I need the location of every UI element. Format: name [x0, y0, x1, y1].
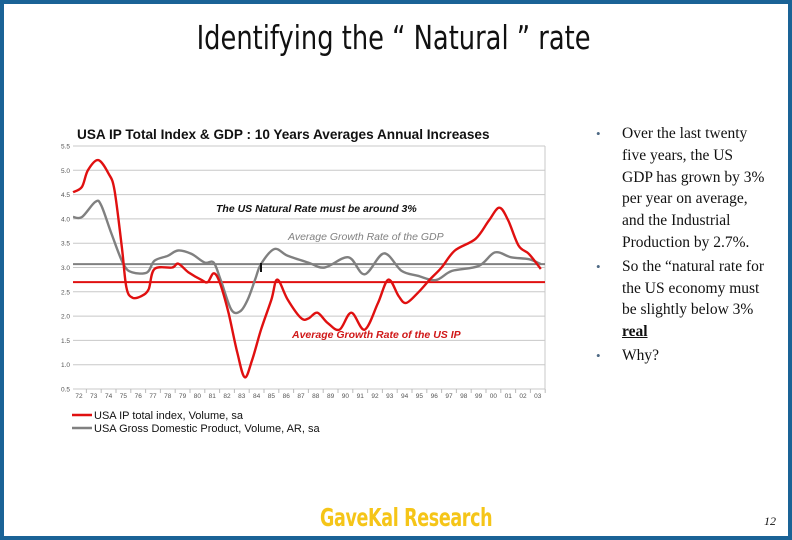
x-tick-label: 81	[209, 393, 217, 400]
marker-tick	[260, 263, 262, 272]
bullet-text: So the “natural rate for the US economy …	[622, 257, 765, 319]
legend: USA IP total index, Volume, sa USA Gross…	[72, 410, 320, 435]
x-tick-label: 79	[179, 393, 187, 400]
x-tick-label: 88	[312, 393, 320, 400]
annotation-ip: Average Growth Rate of the US IP	[291, 329, 462, 341]
x-tick-label: 95	[416, 393, 424, 400]
y-tick-label: 4.5	[61, 192, 70, 199]
x-tick-label: 02	[519, 393, 527, 400]
x-tick-label: 76	[135, 393, 143, 400]
bullet-item: • Why?	[596, 345, 766, 367]
y-tick-label: 5.5	[61, 144, 70, 151]
x-tick-label: 91	[357, 393, 365, 400]
x-tick-label: 74	[105, 393, 113, 400]
bullet-item: • Over the last twenty five years, the US…	[596, 123, 766, 254]
x-axis: 72 73 74 75 76 77 78 79 80 81 82 83 84 85 86 87 88 89 90 91…	[75, 389, 546, 400]
x-tick-label: 87	[297, 393, 305, 400]
y-tick-label: 3.5	[61, 241, 70, 248]
x-tick-label: 89	[327, 393, 335, 400]
x-tick-label: 82	[223, 393, 231, 400]
y-tick-label: 5.0	[61, 168, 70, 175]
y-tick-label: 2.0	[61, 314, 70, 321]
x-tick-label: 83	[238, 393, 246, 400]
legend-label-gdp: USA Gross Domestic Product, Volume, AR, …	[94, 423, 320, 435]
annotation-natural-rate: The US Natural Rate must be around 3%	[216, 203, 417, 215]
x-tick-label: 92	[371, 393, 379, 400]
x-tick-label: 93	[386, 393, 394, 400]
x-tick-label: 78	[164, 393, 172, 400]
x-tick-label: 00	[490, 393, 498, 400]
x-tick-label: 75	[120, 393, 128, 400]
chart-title: USA IP Total Index & GDP : 10 Years Aver…	[77, 127, 490, 142]
brand-logo: GaveKal Research	[320, 503, 493, 532]
x-tick-label: 96	[431, 393, 439, 400]
bullet-icon: •	[596, 258, 601, 274]
page-number: 12	[764, 514, 776, 528]
x-tick-label: 03	[534, 393, 542, 400]
series-lines	[72, 158, 542, 379]
y-tick-label: 4.0	[61, 216, 70, 223]
legend-label-ip: USA IP total index, Volume, sa	[94, 410, 244, 422]
bullet-text: Why?	[622, 346, 660, 364]
series-line-gdp	[72, 199, 542, 315]
bullet-icon: •	[596, 126, 601, 141]
x-tick-label: 99	[475, 393, 483, 400]
slide-title: Identifying the “ Natural ” rate	[196, 18, 591, 57]
x-tick-label: 84	[253, 393, 261, 400]
annotation-gdp: Average Growth Rate of the GDP	[287, 231, 444, 243]
x-tick-label: 94	[401, 393, 409, 400]
x-tick-label: 86	[283, 393, 291, 400]
x-tick-label: 73	[90, 393, 98, 400]
bullet-item: • So the “natural rate for the US economy…	[596, 256, 766, 343]
y-tick-label: 0.5	[61, 387, 70, 394]
x-tick-label: 85	[268, 393, 276, 400]
x-tick-label: 77	[149, 393, 157, 400]
bullet-text: Over the last twenty five years, the US …	[622, 125, 765, 251]
x-tick-label: 01	[505, 393, 513, 400]
y-tick-label: 3.0	[61, 265, 70, 272]
y-tick-label: 1.5	[61, 338, 70, 345]
y-tick-label: 2.5	[61, 289, 70, 296]
x-tick-label: 98	[460, 393, 468, 400]
x-tick-label: 80	[194, 393, 202, 400]
x-tick-label: 90	[342, 393, 350, 400]
bullet-list: • Over the last twenty five years, the US…	[596, 123, 766, 369]
x-tick-label: 97	[445, 393, 453, 400]
y-tick-label: 1.0	[61, 362, 70, 369]
bullet-emphasis: real	[622, 323, 648, 341]
y-axis: 0.5 1.0 1.5 2.0 2.5 3.0 3.5 4.0 4.5 5.0 5.5	[61, 144, 70, 394]
series-line-ip	[72, 158, 542, 379]
bullet-icon: •	[596, 347, 601, 363]
x-tick-label: 72	[75, 393, 83, 400]
